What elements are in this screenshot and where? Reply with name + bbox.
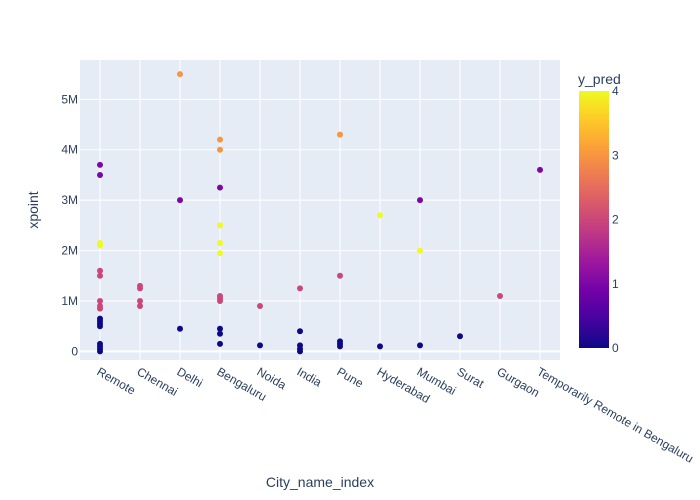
x-tick-label: Surat xyxy=(455,364,487,391)
plot-background xyxy=(80,60,560,360)
data-point xyxy=(217,250,223,257)
data-point xyxy=(137,298,143,305)
x-tick-label: Gurgaon xyxy=(495,364,542,399)
y-tick-label: 4M xyxy=(61,143,78,157)
data-point xyxy=(377,343,383,350)
data-point xyxy=(377,212,383,219)
data-point xyxy=(97,298,103,305)
colorbar-tick-label: 3 xyxy=(612,148,619,162)
data-point xyxy=(217,340,223,347)
data-point xyxy=(337,131,343,138)
y-tick-label: 2M xyxy=(61,244,78,258)
data-point xyxy=(97,161,103,168)
colorbar-tick-label: 2 xyxy=(612,213,619,227)
data-point xyxy=(217,330,223,337)
data-point xyxy=(217,325,223,332)
data-point xyxy=(97,171,103,178)
data-point xyxy=(217,184,223,191)
data-point xyxy=(457,333,463,340)
colorbar-tick-labels: 0 1 2 3 4 xyxy=(612,84,619,355)
data-point xyxy=(97,267,103,274)
data-point xyxy=(97,305,103,312)
data-points xyxy=(97,71,543,355)
colorbar-tick-label: 4 xyxy=(612,84,619,98)
colorbar-tick-label: 1 xyxy=(612,277,619,291)
data-point xyxy=(217,298,223,305)
y-tick-label: 3M xyxy=(61,193,78,207)
data-point xyxy=(417,342,423,349)
y-axis-label: xpoint xyxy=(25,191,41,228)
x-tick-label: Chennai xyxy=(135,364,181,398)
data-point xyxy=(337,343,343,350)
colorbar xyxy=(579,91,609,348)
data-point xyxy=(217,136,223,143)
data-point xyxy=(497,292,503,299)
data-point xyxy=(297,328,303,335)
data-point xyxy=(297,348,303,355)
data-point xyxy=(97,348,103,355)
data-point xyxy=(417,247,423,254)
gridlines xyxy=(80,60,560,360)
x-tick-label: India xyxy=(295,364,325,389)
data-point xyxy=(217,146,223,153)
data-point xyxy=(337,272,343,279)
y-tick-label: 5M xyxy=(61,92,78,106)
data-point xyxy=(177,71,183,78)
data-point xyxy=(417,197,423,204)
colorbar-tick-label: 0 xyxy=(612,341,619,355)
data-point xyxy=(257,303,263,310)
x-tick-label: Temporarily Remote in Bengaluru xyxy=(535,364,696,465)
data-point xyxy=(137,303,143,310)
data-point xyxy=(97,323,103,330)
data-point xyxy=(177,197,183,204)
y-tick-labels: 0 1M 2M 3M 4M 5M xyxy=(61,92,78,358)
y-tick-label: 1M xyxy=(61,294,78,308)
data-point xyxy=(97,272,103,279)
data-point xyxy=(97,242,103,249)
data-point xyxy=(177,325,183,332)
y-tick-label: 0 xyxy=(71,344,78,358)
data-point xyxy=(137,285,143,292)
data-point xyxy=(217,240,223,247)
x-tick-label: Remote xyxy=(95,364,139,397)
data-point xyxy=(297,285,303,292)
colorbar-title: y_pred xyxy=(578,71,621,87)
data-point xyxy=(257,342,263,349)
data-point xyxy=(217,222,223,229)
x-tick-label: Pune xyxy=(335,364,367,390)
data-point xyxy=(537,166,543,173)
x-axis-label: City_name_index xyxy=(266,474,374,490)
